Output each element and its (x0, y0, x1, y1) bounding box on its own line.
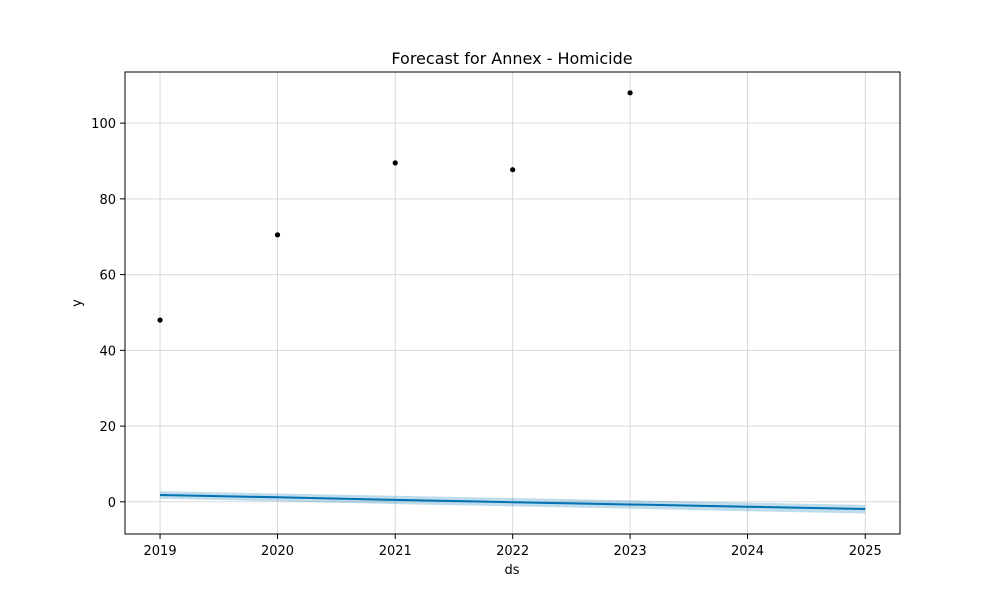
observed-point (510, 167, 516, 173)
y-tick-label: 100 (91, 117, 116, 132)
x-axis-ticks: 2019 2020 2021 2022 2023 2024 2025 (144, 534, 882, 559)
x-tick-label: 2022 (496, 544, 529, 559)
y-axis-ticks: 0 20 40 60 80 100 (91, 117, 125, 511)
x-tick-label: 2021 (379, 544, 412, 559)
observed-point (392, 160, 398, 166)
y-axis-label: y (70, 299, 85, 307)
observed-points-layer (157, 90, 633, 323)
y-tick-label: 0 (108, 496, 116, 511)
forecast-line-layer (160, 493, 866, 511)
observed-point (157, 317, 163, 323)
x-tick-label: 2020 (261, 544, 294, 559)
grid-lines (125, 72, 900, 534)
x-tick-label: 2019 (144, 544, 177, 559)
y-tick-label: 20 (99, 420, 116, 435)
x-tick-label: 2024 (731, 544, 764, 559)
x-axis-label: ds (504, 563, 519, 578)
forecast-line (160, 493, 866, 511)
y-tick-label: 60 (99, 269, 116, 284)
y-tick-label: 40 (99, 344, 116, 359)
y-tick-label: 80 (99, 193, 116, 208)
chart-title: Forecast for Annex - Homicide (391, 49, 632, 68)
x-tick-label: 2023 (614, 544, 647, 559)
observed-point (274, 232, 281, 238)
observed-point (627, 90, 633, 96)
x-tick-label: 2025 (849, 544, 882, 559)
